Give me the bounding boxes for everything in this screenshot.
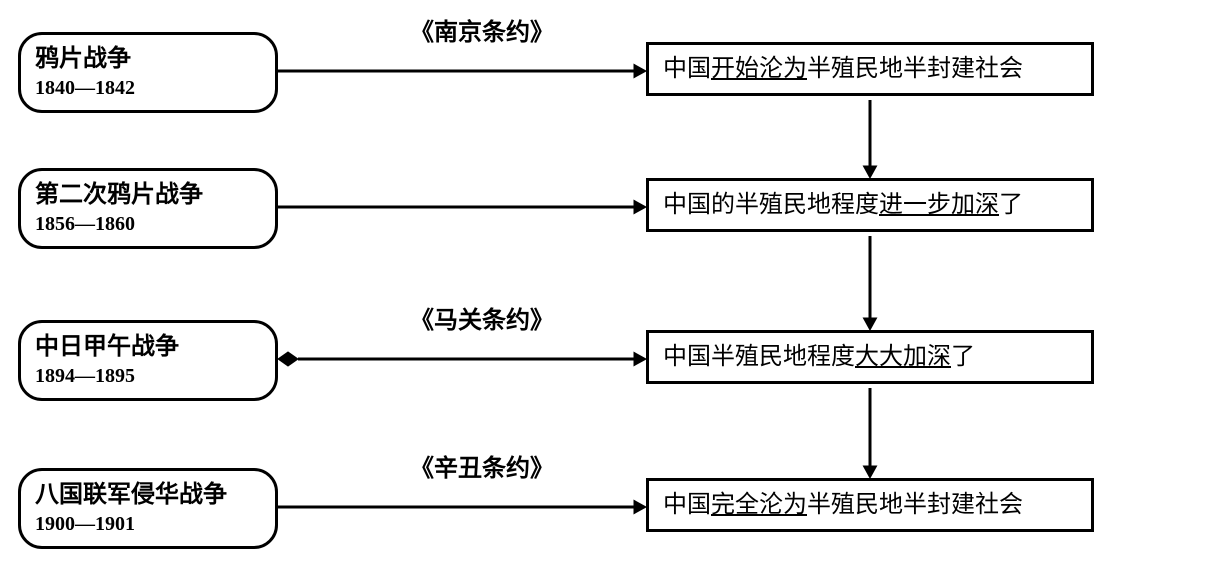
result-node-3: 中国半殖民地程度大大加深了 (646, 330, 1094, 384)
war1-years: 1840—1842 (35, 75, 261, 102)
edge-label-3: 《马关条约》 (410, 300, 554, 335)
war3-years: 1894—1895 (35, 363, 261, 390)
result-node-1: 中国开始沦为半殖民地半封建社会 (646, 42, 1094, 96)
war-node-4: 八国联军侵华战争 1900—1901 (18, 468, 278, 549)
edge-label-4: 《辛丑条约》 (410, 448, 554, 483)
war-node-2: 第二次鸦片战争 1856—1860 (18, 168, 278, 249)
res2-text: 中国的半殖民地程度进一步加深了 (663, 192, 1023, 218)
war1-title: 鸦片战争 (35, 43, 261, 75)
war4-title: 八国联军侵华战争 (35, 479, 261, 511)
res4-text: 中国完全沦为半殖民地半封建社会 (663, 492, 1023, 518)
war2-title: 第二次鸦片战争 (35, 179, 261, 211)
result-node-4: 中国完全沦为半殖民地半封建社会 (646, 478, 1094, 532)
war-node-1: 鸦片战争 1840—1842 (18, 32, 278, 113)
edge-label-1: 《南京条约》 (410, 12, 554, 47)
result-node-2: 中国的半殖民地程度进一步加深了 (646, 178, 1094, 232)
war4-years: 1900—1901 (35, 511, 261, 538)
res3-text: 中国半殖民地程度大大加深了 (663, 344, 975, 370)
war-node-3: 中日甲午战争 1894—1895 (18, 320, 278, 401)
war2-years: 1856—1860 (35, 211, 261, 238)
war3-title: 中日甲午战争 (35, 331, 261, 363)
res1-text: 中国开始沦为半殖民地半封建社会 (663, 56, 1023, 82)
